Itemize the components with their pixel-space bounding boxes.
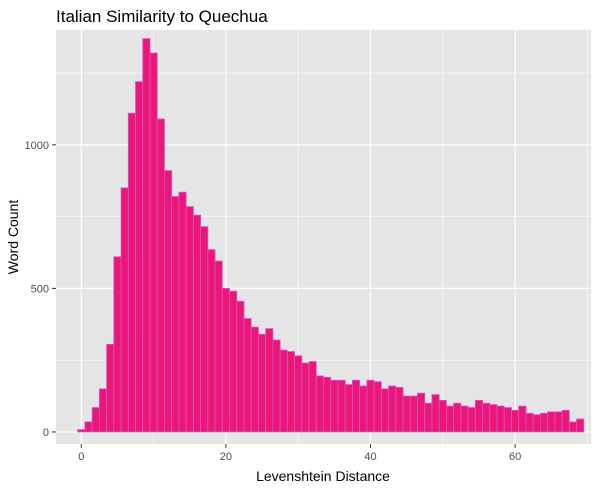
histogram-bar xyxy=(229,290,238,433)
histogram-bar xyxy=(467,407,476,433)
histogram-bar xyxy=(135,81,144,433)
histogram-bar xyxy=(380,388,389,433)
histogram-bar xyxy=(359,385,368,433)
x-axis-title: Levenshtein Distance xyxy=(256,468,390,484)
histogram-bar xyxy=(496,405,505,433)
histogram-bar xyxy=(417,392,426,433)
histogram-bar xyxy=(453,402,462,433)
histogram-bar xyxy=(142,38,151,433)
histogram-bar xyxy=(200,226,209,433)
histogram-bar xyxy=(286,351,295,433)
histogram-bar xyxy=(554,411,563,433)
histogram-bar xyxy=(532,414,541,433)
histogram-bar xyxy=(84,421,93,433)
histogram-bar xyxy=(77,429,86,433)
y-tick-label: 0 xyxy=(43,427,49,439)
histogram-bar xyxy=(431,394,440,433)
histogram-bar xyxy=(460,405,469,433)
histogram-bar xyxy=(561,410,570,433)
histogram-bar xyxy=(106,343,115,433)
histogram-bar xyxy=(366,379,375,433)
histogram-bar xyxy=(576,418,585,433)
y-tick-label: 500 xyxy=(31,283,49,295)
histogram-bar xyxy=(279,349,288,433)
histogram-bar xyxy=(489,404,498,433)
histogram-bar xyxy=(568,421,577,433)
bars-layer xyxy=(77,38,585,433)
x-tick-label: 0 xyxy=(78,451,84,463)
histogram-bar xyxy=(337,379,346,433)
histogram-bar xyxy=(214,260,223,433)
histogram-bar xyxy=(323,376,332,433)
histogram-bar xyxy=(395,387,404,433)
histogram-bar xyxy=(221,287,230,433)
histogram-bar xyxy=(511,410,520,433)
histogram-bar xyxy=(402,395,411,433)
histogram-bar xyxy=(164,170,173,433)
x-tick-label: 40 xyxy=(364,451,376,463)
histogram-bar xyxy=(352,379,361,433)
histogram-bar xyxy=(409,395,418,433)
histogram-bar xyxy=(446,405,455,433)
histogram-bar xyxy=(113,256,122,433)
histogram-bar xyxy=(171,196,180,433)
histogram-bar xyxy=(474,399,483,433)
histogram-bar xyxy=(503,407,512,433)
histogram-bar xyxy=(482,402,491,433)
x-tick-label: 20 xyxy=(220,451,232,463)
histogram-bar xyxy=(388,385,397,433)
histogram-bar xyxy=(424,402,433,433)
histogram-bar xyxy=(547,411,556,433)
histogram-bar xyxy=(344,384,353,433)
histogram-bar xyxy=(294,355,303,433)
axes-layer: 0 20 40 60 0 500 1000 xyxy=(25,140,522,463)
histogram-bar xyxy=(149,52,158,433)
histogram-bar xyxy=(258,333,267,433)
x-tick-label: 60 xyxy=(509,451,521,463)
histogram-bar xyxy=(250,326,259,433)
y-axis-title: Word Count xyxy=(5,200,21,275)
histogram-bar xyxy=(192,214,201,433)
histogram-bar xyxy=(272,339,281,433)
histogram-bar xyxy=(91,407,100,433)
chart-title: Italian Similarity to Quechua xyxy=(56,7,268,26)
histogram-bar xyxy=(156,118,165,433)
histogram-bar xyxy=(185,206,194,433)
histogram-bar xyxy=(330,379,339,433)
histogram-bar xyxy=(373,381,382,433)
histogram-bar xyxy=(301,362,310,433)
histogram-bar xyxy=(265,328,274,433)
histogram-bar xyxy=(236,300,245,433)
y-tick-label: 1000 xyxy=(25,140,49,152)
histogram-bar xyxy=(178,191,187,433)
histogram-bar xyxy=(120,187,129,433)
histogram-bar xyxy=(127,112,136,433)
histogram-bar xyxy=(525,412,534,433)
histogram-bar xyxy=(308,361,317,433)
histogram-bar xyxy=(243,318,252,433)
histogram-bar xyxy=(315,375,324,433)
histogram-bar xyxy=(207,249,216,433)
histogram-bar xyxy=(98,388,108,433)
histogram-bar xyxy=(539,412,549,433)
histogram-bar xyxy=(518,405,527,433)
histogram-bar xyxy=(438,399,447,433)
